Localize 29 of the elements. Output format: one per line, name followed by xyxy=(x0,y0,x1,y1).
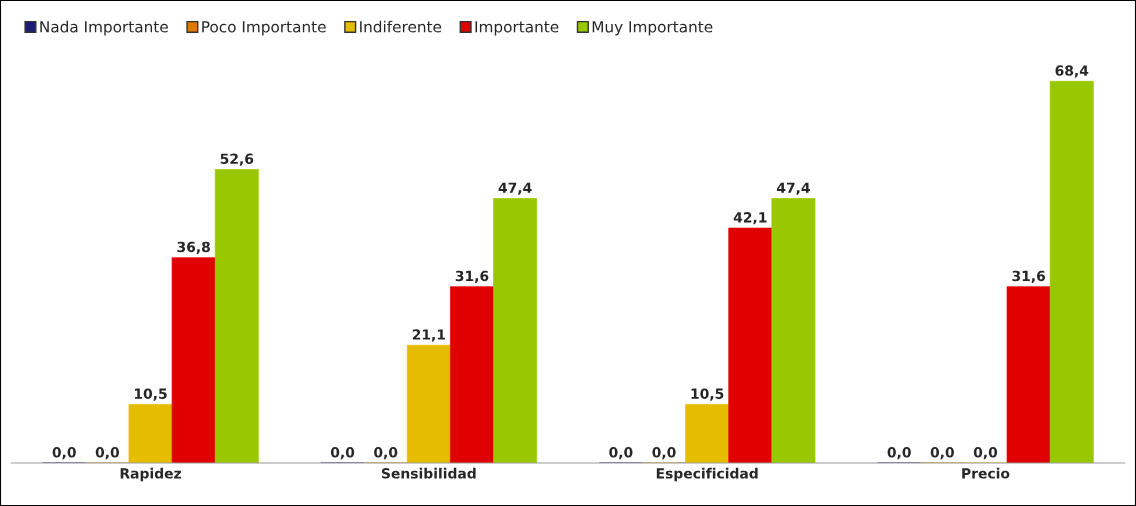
data-label: 0,0 xyxy=(609,447,633,460)
legend-label: Muy Importante xyxy=(592,21,713,36)
data-label: 21,1 xyxy=(412,329,446,342)
data-label: 47,4 xyxy=(498,182,532,195)
data-label: 42,1 xyxy=(733,212,767,225)
data-label: 47,4 xyxy=(776,182,810,195)
data-label: 10,5 xyxy=(134,388,167,401)
data-label: 68,4 xyxy=(1055,65,1089,78)
data-label: 31,6 xyxy=(455,270,489,283)
x-tick-label: Precio xyxy=(962,467,1010,479)
data-label: 0,0 xyxy=(374,447,398,460)
data-label: 0,0 xyxy=(652,447,676,460)
data-label: 52,6 xyxy=(220,153,254,166)
x-tick-label: Sensibilidad xyxy=(381,467,476,479)
data-label: 0,0 xyxy=(887,447,911,460)
data-label: 0,0 xyxy=(95,447,120,460)
data-label: 31,6 xyxy=(1012,270,1046,283)
x-tick-label: Rapidez xyxy=(120,467,181,482)
data-label: 0,0 xyxy=(330,447,355,460)
legend-label: Poco Importante xyxy=(202,21,326,36)
data-label: 10,5 xyxy=(691,388,724,401)
data-label: 0,0 xyxy=(973,447,998,460)
legend-label: Importante xyxy=(475,21,559,36)
legend-label: Nada Importante xyxy=(40,20,168,36)
data-label: 0,0 xyxy=(52,447,76,460)
data-label: 36,8 xyxy=(177,241,210,254)
legend-label: Indiferente xyxy=(360,20,442,33)
data-label: 0,0 xyxy=(930,447,954,460)
x-tick-label: Especificidad xyxy=(656,467,758,482)
